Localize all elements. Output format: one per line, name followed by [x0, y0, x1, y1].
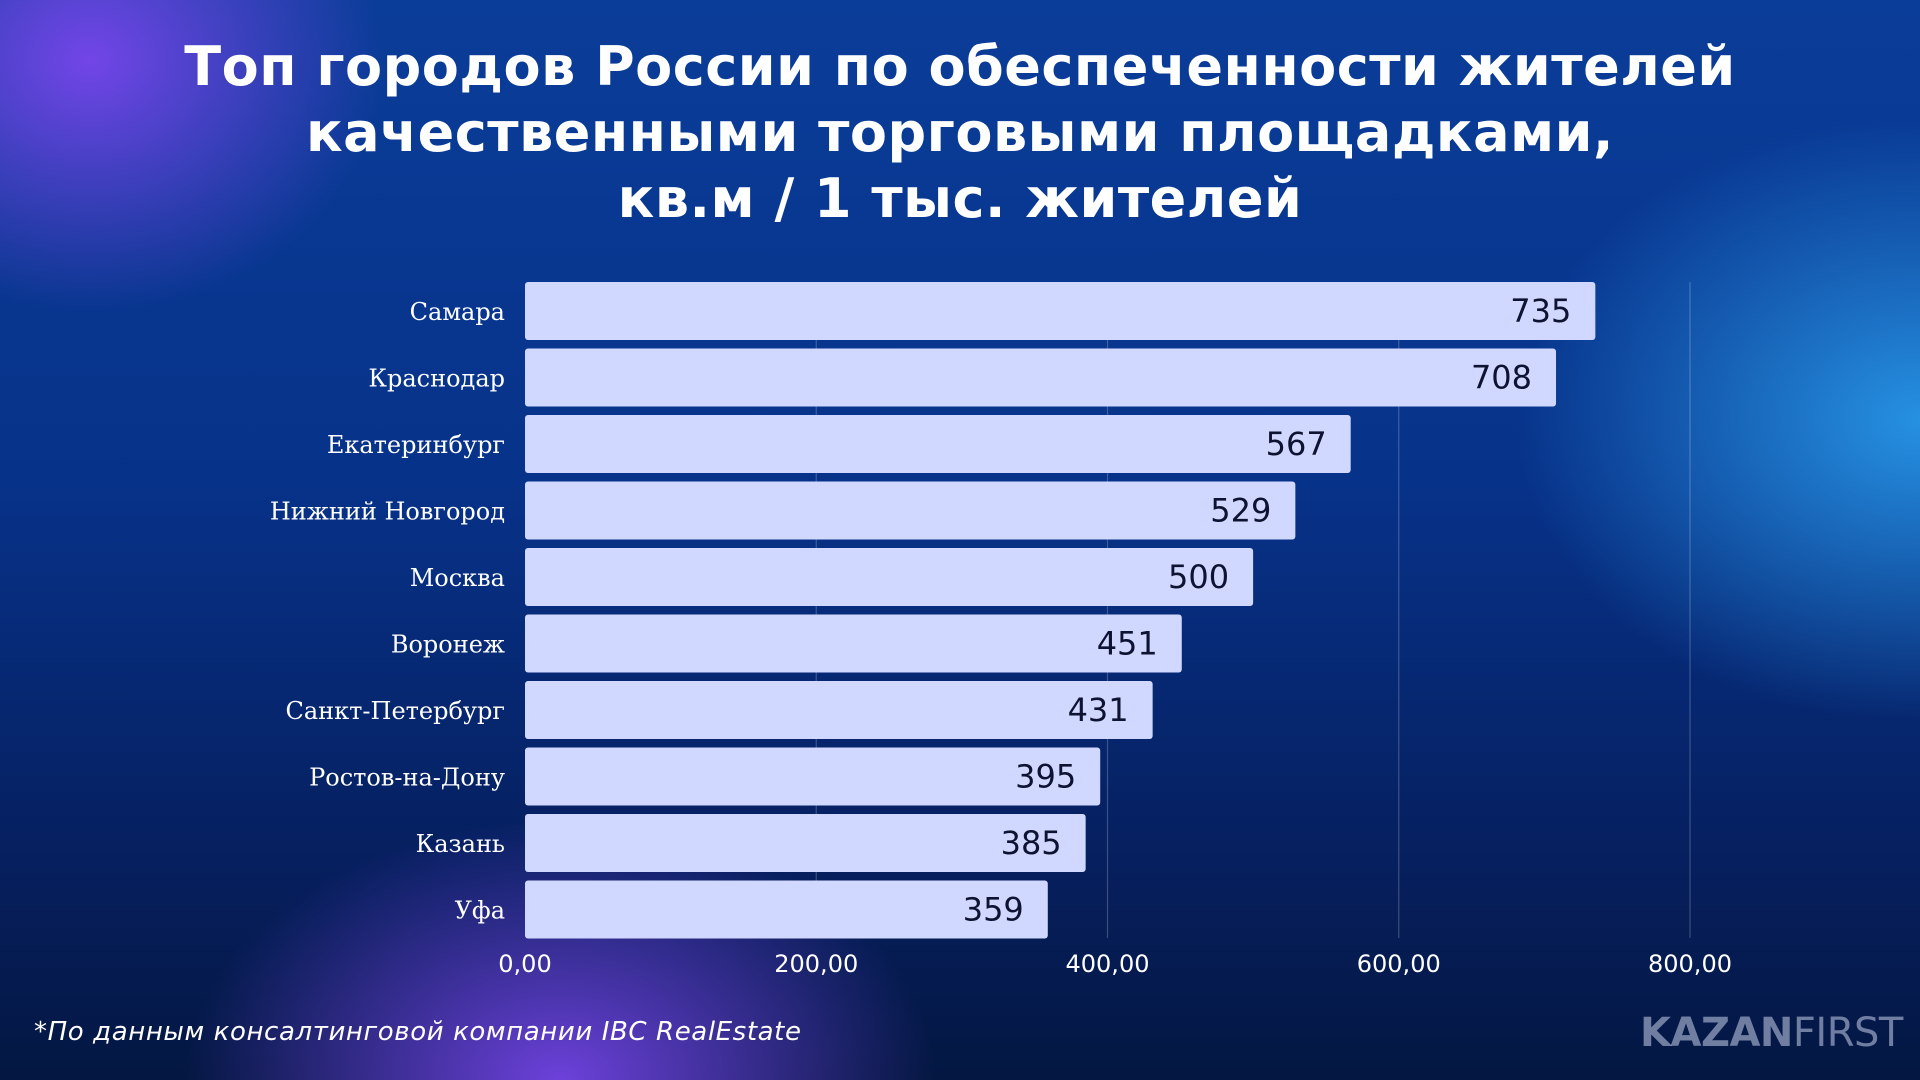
title-line-2: качественными торговыми площадками, — [305, 101, 1615, 164]
value-label: 395 — [1015, 758, 1076, 796]
bar — [525, 548, 1254, 606]
category-label: Воронеж — [391, 631, 505, 659]
value-label: 529 — [1210, 492, 1271, 530]
bars — [525, 282, 1596, 939]
value-label: 500 — [1168, 558, 1229, 596]
bar — [525, 415, 1351, 473]
value-label: 385 — [1001, 824, 1062, 862]
category-label: Казань — [416, 830, 505, 858]
title-line-3: кв.м / 1 тыс. жителей — [617, 167, 1303, 230]
title-line-1: Топ городов России по обеспеченности жит… — [184, 35, 1736, 98]
x-tick-label: 800,00 — [1648, 950, 1732, 978]
value-label: 431 — [1068, 691, 1129, 729]
category-label: Уфа — [455, 897, 505, 925]
category-labels: Самара Краснодар Екатеринбург Нижний Новгор… — [270, 298, 505, 925]
value-label: 735 — [1510, 292, 1571, 330]
category-label: Нижний Новгород — [270, 498, 505, 526]
x-tick-label: 600,00 — [1357, 950, 1441, 978]
chart-title: Топ городов России по обеспеченности жит… — [0, 34, 1920, 232]
value-labels: 735 708 567 529 500 451 431 395 385 359 — [963, 292, 1572, 929]
logo-kazan: KAZAN — [1640, 1010, 1793, 1056]
bar — [525, 282, 1596, 340]
bar — [525, 614, 1182, 673]
category-label: Санкт-Петербург — [285, 697, 505, 725]
category-label: Екатеринбург — [327, 431, 505, 459]
category-label: Ростов-на-Дону — [309, 764, 505, 792]
logo-first: FIRST — [1792, 1010, 1903, 1056]
value-label: 359 — [963, 891, 1024, 929]
x-tick-label: 200,00 — [774, 950, 858, 978]
bar — [525, 880, 1048, 939]
bar — [525, 348, 1557, 407]
x-tick-label: 0,00 — [498, 950, 551, 978]
category-label: Москва — [410, 564, 505, 592]
bar — [525, 681, 1153, 739]
x-tick-label: 400,00 — [1066, 950, 1150, 978]
bar — [525, 747, 1101, 806]
category-label: Краснодар — [368, 365, 505, 393]
value-label: 451 — [1097, 625, 1158, 663]
category-label: Самара — [410, 298, 505, 326]
x-axis-tick-labels: 0,00 200,00 400,00 600,00 800,00 — [498, 950, 1732, 978]
kazanfirst-logo: KAZANFIRST — [1640, 1010, 1903, 1056]
bar — [525, 481, 1296, 540]
source-footnote: *По данным консалтинговой компании IBC R… — [34, 1017, 802, 1047]
value-label: 708 — [1471, 359, 1532, 397]
bar — [525, 814, 1086, 872]
value-label: 567 — [1266, 425, 1327, 463]
